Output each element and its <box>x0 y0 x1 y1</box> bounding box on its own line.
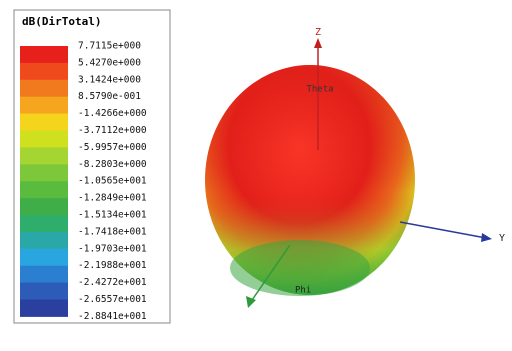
color-band <box>20 147 68 165</box>
color-band <box>20 248 68 267</box>
color-band <box>20 79 68 98</box>
color-band <box>20 282 68 300</box>
legend-label: -2.4272e+001 <box>78 277 147 288</box>
legend-label: -1.4266e+000 <box>78 108 147 119</box>
color-band <box>20 181 68 199</box>
color-band <box>20 231 68 250</box>
legend-label: -5.9957e+000 <box>78 142 147 153</box>
color-band <box>20 62 68 81</box>
z-arrow <box>314 38 322 48</box>
legend-label: -8.2803e+000 <box>78 159 147 170</box>
legend-label: 7.7115e+000 <box>78 41 141 52</box>
legend-label: -1.7418e+001 <box>78 226 147 237</box>
legend-label: -1.9703e+001 <box>78 243 147 254</box>
y-label: Y <box>499 233 505 244</box>
phi-axis <box>249 244 291 304</box>
y-arrow <box>481 233 492 242</box>
y-axis <box>399 221 487 239</box>
z-label: Z <box>315 27 321 38</box>
legend-title: dB(DirTotal) <box>22 15 101 28</box>
radiation-shading <box>205 65 415 295</box>
color-band <box>20 113 68 131</box>
legend: 7.7115e+000 5.4270e+000 3.1424e+000 8.5790e… <box>20 41 147 322</box>
legend-label: -2.6557e+001 <box>78 294 147 305</box>
phi-label: Phi <box>295 286 311 296</box>
legend-label: -2.1988e+001 <box>78 260 147 271</box>
color-band <box>20 46 68 64</box>
legend-label: -1.5134e+001 <box>78 210 147 221</box>
legend-label: 5.4270e+000 <box>78 57 141 68</box>
color-band <box>20 299 68 317</box>
legend-label: -1.0565e+001 <box>78 176 147 187</box>
color-band <box>20 96 68 115</box>
color-band <box>20 164 68 182</box>
legend-label: -3.7112e+000 <box>78 125 147 136</box>
legend-label: 8.5790e-001 <box>78 91 141 102</box>
legend-label: 3.1424e+000 <box>78 74 141 85</box>
color-band <box>20 265 68 284</box>
color-band <box>20 130 68 148</box>
color-band <box>20 215 68 233</box>
legend-label: -1.2849e+001 <box>78 193 147 204</box>
color-band <box>20 198 68 216</box>
legend-label: -2.8841e+001 <box>78 311 147 322</box>
phi-arrow <box>246 296 256 308</box>
theta-label: Theta <box>306 85 333 95</box>
